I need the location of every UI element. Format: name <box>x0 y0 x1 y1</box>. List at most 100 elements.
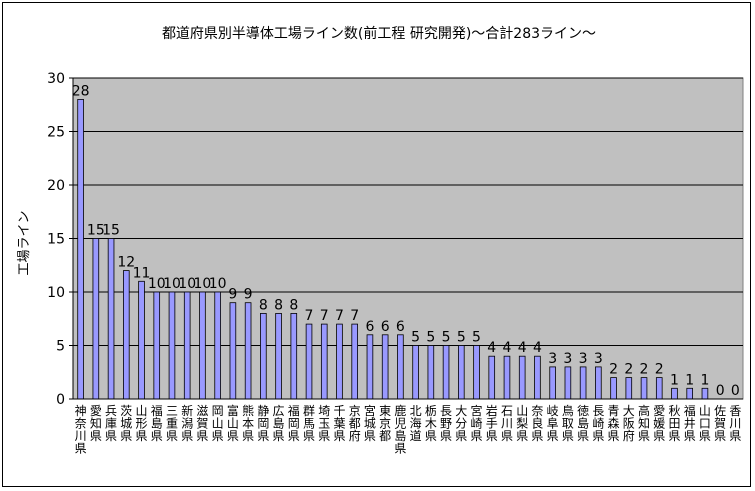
bar <box>549 366 556 400</box>
data-label: 5 <box>442 330 451 346</box>
category-label: 岡山県 <box>212 404 224 443</box>
bar <box>366 334 374 400</box>
data-label: 7 <box>350 308 359 324</box>
bar <box>595 366 602 400</box>
bar <box>412 345 419 400</box>
data-label: 1 <box>670 372 679 388</box>
category-label: 大分県 <box>455 404 467 443</box>
bar <box>458 345 465 400</box>
category-label: 福島県 <box>151 403 163 443</box>
data-label: 6 <box>365 319 374 335</box>
category-label: 愛知県 <box>90 404 102 443</box>
data-label: 28 <box>72 83 90 99</box>
bar <box>214 291 221 400</box>
y-axis-ticks: 0 5 10 15 20 25 30 <box>47 71 73 408</box>
category-label: 熊本県 <box>242 403 254 443</box>
data-label: 3 <box>594 351 603 367</box>
bar <box>564 366 572 400</box>
data-label: 4 <box>533 340 542 356</box>
data-label: 4 <box>518 340 527 356</box>
bar <box>488 355 496 400</box>
category-label: 福井県 <box>684 403 696 443</box>
category-label: 青森県 <box>608 404 620 443</box>
category-label: 岩手県 <box>486 403 498 443</box>
bar <box>138 280 145 400</box>
bar <box>686 387 693 400</box>
category-label: 三重県 <box>166 404 178 443</box>
category-label: 東京都 <box>379 404 391 443</box>
bar <box>579 366 587 400</box>
bar <box>640 377 648 400</box>
category-label: 埼玉県 <box>318 404 330 443</box>
y-tick-label: 25 <box>47 125 65 141</box>
category-label: 大阪府 <box>623 404 635 443</box>
bar <box>397 334 404 400</box>
category-label: 長崎県 <box>592 404 604 443</box>
bar <box>427 345 435 400</box>
category-label: 兵庫県 <box>105 404 117 443</box>
data-label: 9 <box>228 287 237 303</box>
bar <box>655 377 663 400</box>
bar <box>610 377 617 400</box>
data-label: 2 <box>640 362 649 378</box>
data-label: 7 <box>335 308 344 324</box>
data-label: 10 <box>148 276 166 292</box>
data-label: 2 <box>624 362 633 378</box>
y-tick-label: 0 <box>56 392 65 408</box>
bar <box>107 238 115 400</box>
bar <box>77 99 84 400</box>
data-label: 0 <box>716 383 725 399</box>
data-label: 5 <box>472 330 481 346</box>
data-label: 1 <box>685 372 694 388</box>
data-label: 2 <box>609 362 618 378</box>
bar <box>290 312 298 400</box>
data-label: 9 <box>244 287 253 303</box>
category-label: 京都府 <box>349 404 361 443</box>
data-label: 8 <box>259 297 268 313</box>
data-label: 6 <box>396 319 405 335</box>
bar <box>534 355 541 400</box>
y-tick-label: 5 <box>56 339 65 355</box>
category-label: 群馬県 <box>303 404 315 443</box>
bar <box>473 345 480 400</box>
bar <box>336 323 343 400</box>
category-label: 広島県 <box>273 404 285 443</box>
category-label: 宮城県 <box>364 403 376 443</box>
bar-chart: 都道府県別半導体工場ライン数(前工程 研究開発)～合計283ライン～ 工場ライン… <box>17 25 744 456</box>
bar <box>229 302 237 400</box>
category-label: 神奈川県 <box>75 404 87 456</box>
data-label: 0 <box>731 383 740 399</box>
y-tick-label: 15 <box>47 232 65 248</box>
data-label: 4 <box>503 340 512 356</box>
bar <box>260 312 267 400</box>
category-label: 徳島県 <box>577 403 589 443</box>
category-label: 香川県 <box>729 404 741 443</box>
data-label: 5 <box>426 330 435 346</box>
category-labels: 神奈川県愛知県兵庫県茨城県山形県福島県三重県新潟県滋賀県岡山県富山県熊本県静岡県… <box>75 403 742 456</box>
data-label: 4 <box>487 340 496 356</box>
bar <box>518 355 526 400</box>
data-label: 6 <box>381 319 390 335</box>
y-axis-label: 工場ライン <box>17 210 32 275</box>
category-label: 福岡県 <box>288 403 300 443</box>
data-label: 3 <box>563 351 572 367</box>
bar <box>625 377 633 400</box>
data-label: 5 <box>411 330 420 346</box>
y-tick-label: 30 <box>47 71 65 87</box>
category-label: 山形県 <box>136 404 148 443</box>
category-label: 岐阜県 <box>547 404 559 443</box>
data-label: 12 <box>117 255 135 271</box>
data-label: 1 <box>700 372 709 388</box>
category-label: 秋田県 <box>668 404 680 443</box>
bar <box>183 291 191 400</box>
bars <box>77 99 709 400</box>
bar <box>503 355 511 400</box>
data-label: 10 <box>178 276 196 292</box>
category-label: 滋賀県 <box>196 404 208 443</box>
category-label: 石川県 <box>501 404 513 443</box>
bar <box>153 291 161 400</box>
data-label: 3 <box>579 351 588 367</box>
category-label: 山口県 <box>699 404 711 443</box>
data-label: 8 <box>274 297 283 313</box>
